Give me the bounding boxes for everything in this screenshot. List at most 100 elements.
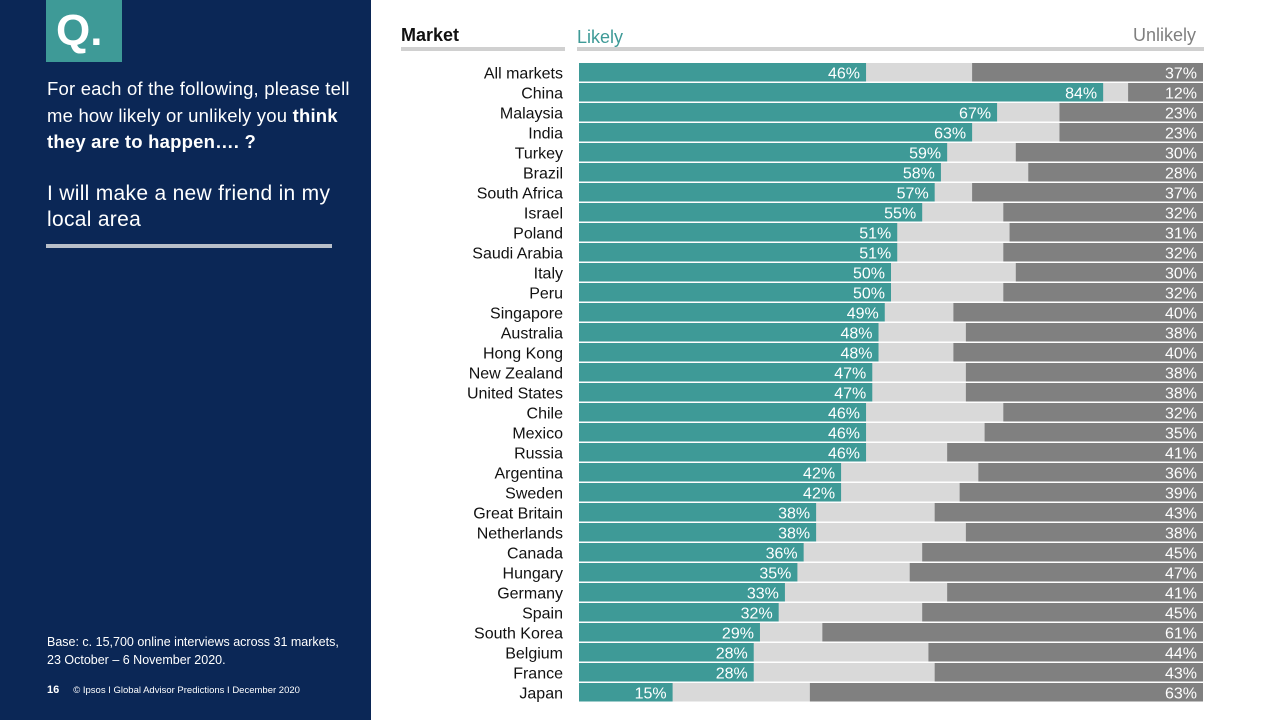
unlikely-value-label: 31% [1165, 225, 1197, 242]
bar-unlikely [953, 343, 1203, 362]
market-label: Saudi Arabia [472, 245, 563, 262]
likely-value-label: 33% [747, 585, 779, 602]
unlikely-value-label: 38% [1165, 385, 1197, 402]
bar-likely [579, 543, 804, 562]
likely-value-label: 47% [834, 365, 866, 382]
bar-likely [579, 503, 817, 522]
bar-unlikely [928, 643, 1203, 662]
market-label: Spain [522, 605, 563, 622]
likely-value-label: 42% [803, 485, 835, 502]
market-label: Australia [501, 325, 563, 342]
likely-value-label: 50% [853, 265, 885, 282]
likely-value-label: 38% [778, 525, 810, 542]
likely-value-label: 32% [741, 605, 773, 622]
bar-likely [579, 623, 760, 642]
bar-unlikely [1003, 403, 1203, 422]
bar-unlikely [965, 363, 1203, 382]
bar-likely [579, 483, 842, 502]
unlikely-value-label: 38% [1165, 365, 1197, 382]
bar-unlikely [984, 423, 1203, 442]
bar-likely [579, 223, 898, 242]
likely-value-label: 51% [859, 225, 891, 242]
bar-unlikely [972, 183, 1203, 202]
likely-value-label: 29% [722, 625, 754, 642]
bar-unlikely [909, 563, 1203, 582]
unlikely-value-label: 28% [1165, 165, 1197, 182]
bar-likely [579, 83, 1104, 102]
bar-likely [579, 663, 754, 682]
bar-unlikely [809, 683, 1203, 702]
bar-unlikely [978, 463, 1203, 482]
unlikely-value-label: 44% [1165, 645, 1197, 662]
unlikely-value-label: 30% [1165, 145, 1197, 162]
bar-likely [579, 643, 754, 662]
bar-unlikely [953, 303, 1203, 322]
bar-likely [579, 103, 998, 122]
bar-likely [579, 123, 973, 142]
market-label: Japan [519, 685, 563, 702]
unlikely-value-label: 45% [1165, 545, 1197, 562]
likely-value-label: 47% [834, 385, 866, 402]
likely-value-label: 67% [959, 105, 991, 122]
question-plain: For each of the following, please tell m… [47, 78, 350, 126]
sidebar: Q. For each of the following, please tel… [0, 0, 371, 720]
market-label: Netherlands [477, 525, 563, 542]
unlikely-value-label: 35% [1165, 425, 1197, 442]
unlikely-value-label: 36% [1165, 465, 1197, 482]
bar-likely [579, 243, 898, 262]
likely-value-label: 63% [934, 125, 966, 142]
bar-likely [579, 283, 891, 302]
page-number: 16 [47, 684, 60, 696]
bar-likely [579, 263, 891, 282]
footer-text: © Ipsos I Global Advisor Predictions I D… [73, 685, 300, 696]
bar-likely [579, 583, 785, 602]
market-label: Russia [514, 445, 563, 462]
bar-likely [579, 383, 873, 402]
question-bold: think they are to happen…. ? [47, 104, 338, 153]
likely-value-label: 46% [828, 425, 860, 442]
bar-likely [579, 463, 842, 482]
unlikely-value-label: 41% [1165, 585, 1197, 602]
likely-value-label: 59% [909, 145, 941, 162]
unlikely-value-label: 40% [1165, 305, 1197, 322]
market-label: South Africa [477, 185, 563, 202]
bar-unlikely [1128, 83, 1203, 102]
market-column-header: Market [401, 25, 460, 45]
unlikely-value-label: 23% [1165, 105, 1197, 122]
market-label: China [521, 85, 563, 102]
bar-unlikely [947, 443, 1203, 462]
likely-value-label: 55% [884, 205, 916, 222]
unlikely-value-label: 38% [1165, 325, 1197, 342]
bar-unlikely [1028, 163, 1203, 182]
market-label: Germany [497, 585, 563, 602]
market-label: Turkey [515, 145, 563, 162]
unlikely-value-label: 12% [1165, 85, 1197, 102]
unlikely-value-label: 43% [1165, 665, 1197, 682]
unlikely-value-label: 32% [1165, 405, 1197, 422]
bar-likely [579, 403, 867, 422]
likely-value-label: 15% [635, 685, 667, 702]
unlikely-value-label: 45% [1165, 605, 1197, 622]
bar-unlikely [934, 503, 1203, 522]
bar-unlikely [965, 323, 1203, 342]
bar-likely [579, 343, 879, 362]
likely-value-label: 49% [847, 305, 879, 322]
bar-unlikely [1003, 283, 1203, 302]
bar-likely [579, 523, 817, 542]
question-text: For each of the following, please tell m… [47, 76, 357, 156]
likely-value-label: 46% [828, 65, 860, 82]
unlikely-column-header: Unlikely [1133, 25, 1197, 45]
bars-header-rule [577, 47, 1204, 51]
unlikely-value-label: 61% [1165, 625, 1197, 642]
market-label: Sweden [505, 485, 563, 502]
likely-value-label: 48% [840, 345, 872, 362]
unlikely-value-label: 30% [1165, 265, 1197, 282]
market-label: United States [467, 385, 563, 402]
market-header-rule [401, 47, 565, 51]
unlikely-value-label: 63% [1165, 685, 1197, 702]
market-label: France [513, 665, 563, 682]
market-label: Singapore [490, 305, 563, 322]
bar-unlikely [922, 603, 1203, 622]
likely-value-label: 57% [897, 185, 929, 202]
bar-unlikely [972, 63, 1203, 82]
